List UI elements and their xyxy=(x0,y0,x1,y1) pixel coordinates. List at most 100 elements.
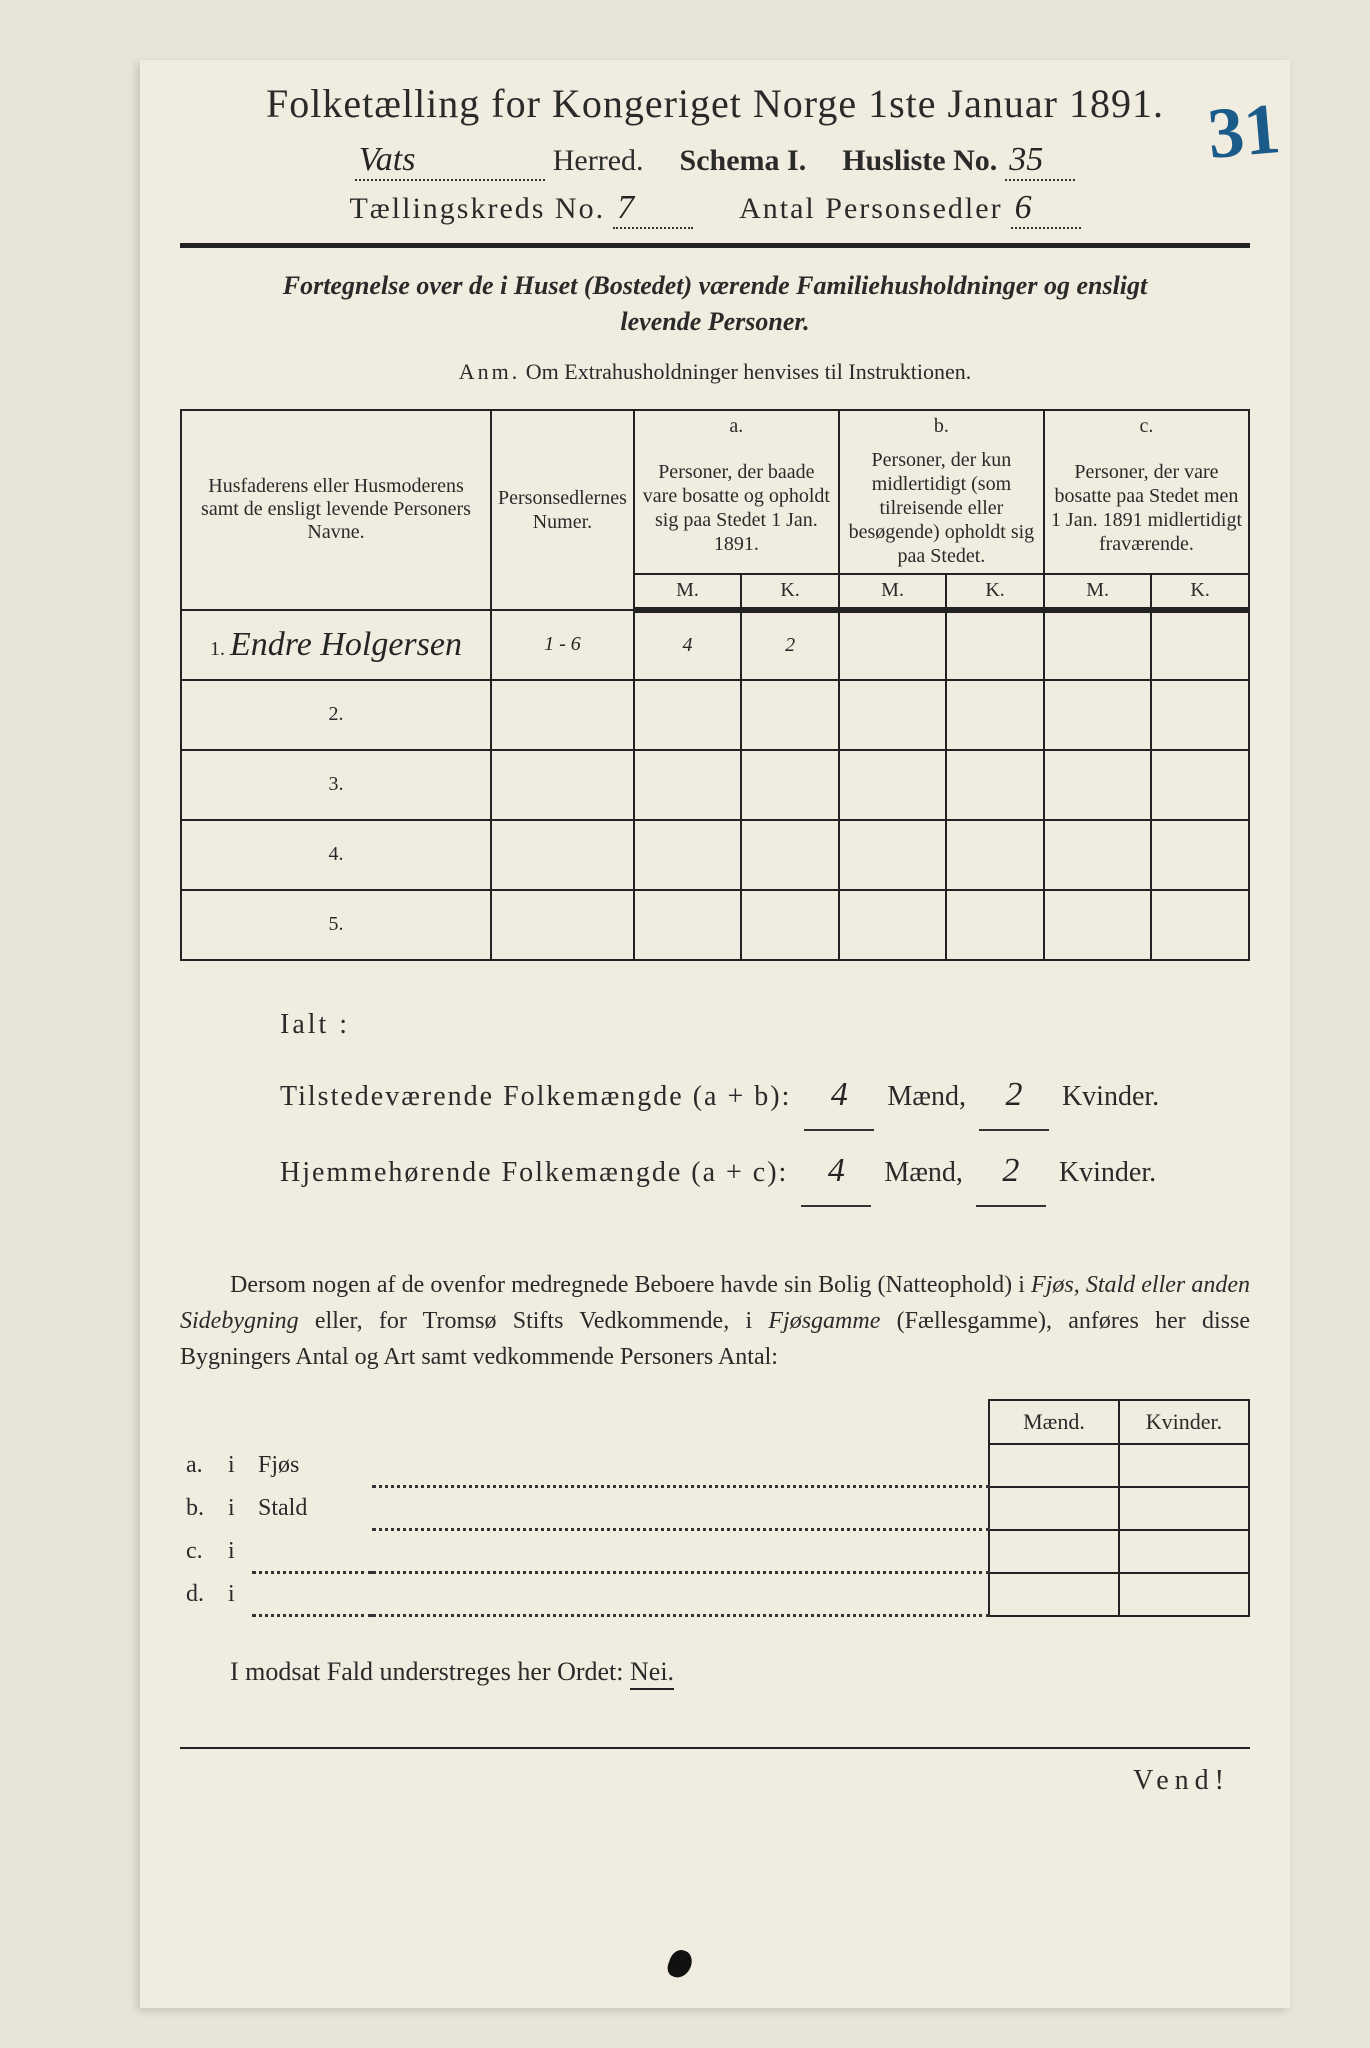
cell xyxy=(1151,820,1249,890)
row-num: 1. xyxy=(210,638,225,660)
cell-ak: 2 xyxy=(741,610,839,680)
cell xyxy=(839,890,946,960)
nei-line: I modsat Fald understreges her Ordet: Ne… xyxy=(180,1657,1250,1687)
lower-k xyxy=(1119,1573,1249,1616)
cell xyxy=(1044,680,1151,750)
l2-m: 4 xyxy=(801,1137,871,1207)
main-table: Husfaderens eller Husmoderens samt de en… xyxy=(180,409,1250,961)
table-row: 1. Endre Holgersen 1 - 6 4 2 xyxy=(181,610,1249,680)
rule-2 xyxy=(180,1747,1250,1749)
table-row: 4. xyxy=(181,820,1249,890)
table-row: 5. xyxy=(181,890,1249,960)
th-b: Personer, der kun midlertidigt (som tilr… xyxy=(839,442,1044,574)
lower-let: c. xyxy=(180,1530,222,1573)
th-a-letter: a. xyxy=(634,410,839,443)
row-num: 4. xyxy=(181,820,491,890)
row-num: 2. xyxy=(181,680,491,750)
cell xyxy=(1151,680,1249,750)
vend-label: Vend! xyxy=(180,1765,1250,1797)
lower-row: d. i xyxy=(180,1573,1249,1616)
lower-k xyxy=(1119,1530,1249,1573)
cell-am: 4 xyxy=(634,610,741,680)
cell-num xyxy=(491,890,634,960)
kreds-value: 7 xyxy=(613,189,693,229)
l2-k: 2 xyxy=(976,1137,1046,1207)
lower-lab: Fjøs xyxy=(252,1444,372,1487)
cell xyxy=(839,750,946,820)
row-num: 3. xyxy=(181,750,491,820)
lower-let: d. xyxy=(180,1573,222,1616)
lower-i: i xyxy=(222,1573,252,1616)
lower-m xyxy=(989,1487,1119,1530)
lower-m xyxy=(989,1530,1119,1573)
herred-value: Vats xyxy=(355,141,545,181)
cell xyxy=(839,820,946,890)
antal-label: Antal Personsedler xyxy=(739,192,1002,226)
husliste-label: Husliste No. xyxy=(842,144,997,178)
lower-row: c. i xyxy=(180,1530,1249,1573)
lower-lab xyxy=(252,1573,372,1616)
schema-label: Schema I. xyxy=(680,144,807,178)
maend-label: Mænd, xyxy=(887,1081,966,1112)
lower-row: a. i Fjøs xyxy=(180,1444,1249,1487)
lower-dots xyxy=(372,1444,989,1487)
l1-label: Tilstedeværende Folkemængde (a + b): xyxy=(280,1081,791,1112)
antal-value: 6 xyxy=(1011,189,1081,229)
lower-maend: Mænd. xyxy=(989,1400,1119,1444)
header-line-2: Tællingskreds No. 7 Antal Personsedler 6 xyxy=(180,189,1250,229)
page-title: Folketælling for Kongeriget Norge 1ste J… xyxy=(180,80,1250,127)
th-a: Personer, der baade vare bosatte og opho… xyxy=(634,442,839,574)
lower-i: i xyxy=(222,1444,252,1487)
kreds-label: Tællingskreds No. xyxy=(349,192,605,226)
cell-bm xyxy=(839,610,946,680)
header-line-1: Vats Herred. Schema I. Husliste No. 35 xyxy=(180,141,1250,181)
cell xyxy=(741,750,839,820)
lower-row: b. i Stald xyxy=(180,1487,1249,1530)
th-num: Personsedlernes Numer. xyxy=(491,410,634,610)
cell xyxy=(741,680,839,750)
th-bm: M. xyxy=(839,574,946,610)
summary-line-1: Tilstedeværende Folkemængde (a + b): 4 M… xyxy=(280,1061,1250,1131)
lower-let: a. xyxy=(180,1444,222,1487)
p1a: Dersom nogen af de ovenfor medregnede Be… xyxy=(230,1272,1031,1298)
l1-m: 4 xyxy=(804,1061,874,1131)
cell xyxy=(741,890,839,960)
row-name: Endre Holgersen xyxy=(230,626,462,663)
lower-i: i xyxy=(222,1487,252,1530)
anm-note: Anm. Om Extrahusholdninger henvises til … xyxy=(180,359,1250,385)
kvinder-label: Kvinder. xyxy=(1062,1081,1159,1112)
lower-lab: Stald xyxy=(252,1487,372,1530)
th-b-letter: b. xyxy=(839,410,1044,443)
summary-line-2: Hjemmehørende Folkemængde (a + c): 4 Mæn… xyxy=(280,1137,1250,1207)
cell-bk xyxy=(946,610,1044,680)
cell xyxy=(1151,750,1249,820)
table-row: 2. xyxy=(181,680,1249,750)
husliste-value: 35 xyxy=(1005,141,1075,181)
th-c-letter: c. xyxy=(1044,410,1249,443)
th-ak: K. xyxy=(741,574,839,610)
lower-lab xyxy=(252,1530,372,1573)
cell xyxy=(946,750,1044,820)
cell-ck xyxy=(1151,610,1249,680)
nei-a: I modsat Fald understreges her Ordet: xyxy=(230,1657,630,1686)
anm-text: Om Extrahusholdninger henvises til Instr… xyxy=(526,359,971,384)
census-form-page: 31 Folketælling for Kongeriget Norge 1st… xyxy=(140,60,1290,2008)
th-ck: K. xyxy=(1151,574,1249,610)
lower-table: Mænd. Kvinder. a. i Fjøs b. i Stald c. i xyxy=(180,1399,1250,1618)
cell xyxy=(1044,750,1151,820)
cell-num xyxy=(491,820,634,890)
herred-label: Herred. xyxy=(553,144,644,178)
lower-i: i xyxy=(222,1530,252,1573)
kvinder-label: Kvinder. xyxy=(1059,1157,1156,1188)
cell xyxy=(634,680,741,750)
maend-label: Mænd, xyxy=(884,1157,963,1188)
cell xyxy=(946,820,1044,890)
ialt-label: Ialt : xyxy=(280,997,1250,1053)
p1c: eller, for Tromsø Stifts Vedkommende, i xyxy=(299,1308,769,1334)
lower-m xyxy=(989,1573,1119,1616)
summary-block: Ialt : Tilstedeværende Folkemængde (a + … xyxy=(180,997,1250,1207)
cell xyxy=(946,890,1044,960)
row-num: 5. xyxy=(181,890,491,960)
table-row: 3. xyxy=(181,750,1249,820)
lower-k xyxy=(1119,1487,1249,1530)
